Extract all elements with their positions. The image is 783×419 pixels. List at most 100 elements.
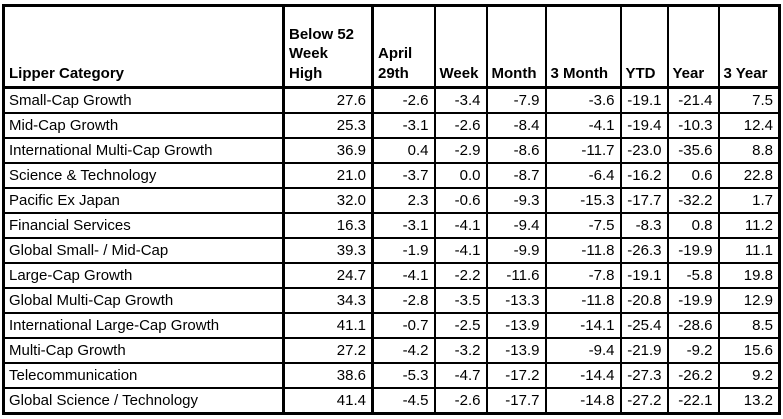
value-cell: -6.4 bbox=[544, 162, 622, 189]
value-cell: -2.5 bbox=[433, 312, 488, 339]
value-cell: 0.4 bbox=[371, 137, 436, 164]
column-header-3-year: 3 Year bbox=[717, 4, 781, 89]
value-cell: -26.2 bbox=[666, 362, 720, 389]
column-header-week: Week bbox=[433, 4, 488, 89]
value-cell: -5.3 bbox=[371, 362, 436, 389]
value-cell: -3.5 bbox=[433, 287, 488, 314]
value-cell: -0.6 bbox=[433, 187, 488, 214]
value-cell: -3.1 bbox=[371, 112, 436, 139]
value-cell: -4.5 bbox=[371, 387, 436, 415]
value-cell: 7.5 bbox=[717, 86, 781, 114]
value-cell: -15.3 bbox=[544, 187, 622, 214]
table-row: Small-Cap Growth 27.6 -2.6 -3.4 -7.9 -3.6 -19.… bbox=[2, 86, 781, 114]
value-cell: 41.4 bbox=[282, 387, 374, 415]
value-cell: -19.9 bbox=[666, 287, 720, 314]
column-header-month: Month bbox=[485, 4, 547, 89]
category-cell: International Large-Cap Growth bbox=[2, 312, 285, 339]
column-header-lipper-category: Lipper Category bbox=[2, 4, 285, 89]
value-cell: -27.3 bbox=[619, 362, 669, 389]
value-cell: 25.3 bbox=[282, 112, 374, 139]
value-cell: -10.3 bbox=[666, 112, 720, 139]
value-cell: -26.3 bbox=[619, 237, 669, 264]
value-cell: 13.2 bbox=[717, 387, 781, 415]
value-cell: -13.9 bbox=[485, 337, 547, 364]
column-header-year: Year bbox=[666, 4, 720, 89]
value-cell: 8.8 bbox=[717, 137, 781, 164]
value-cell: 11.1 bbox=[717, 237, 781, 264]
value-cell: 12.9 bbox=[717, 287, 781, 314]
value-cell: -3.2 bbox=[433, 337, 488, 364]
category-cell: Global Multi-Cap Growth bbox=[2, 287, 285, 314]
value-cell: -2.9 bbox=[433, 137, 488, 164]
value-cell: -4.1 bbox=[433, 237, 488, 264]
value-cell: 22.8 bbox=[717, 162, 781, 189]
value-cell: -4.7 bbox=[433, 362, 488, 389]
value-cell: -17.7 bbox=[619, 187, 669, 214]
value-cell: -3.6 bbox=[544, 86, 622, 114]
category-cell: Science & Technology bbox=[2, 162, 285, 189]
value-cell: -8.3 bbox=[619, 212, 669, 239]
table-row: Global Small- / Mid-Cap 39.3 -1.9 -4.1 -9.9-… bbox=[2, 237, 781, 264]
value-cell: -14.4 bbox=[544, 362, 622, 389]
column-header-april-29th: April 29th bbox=[371, 4, 436, 89]
table-row: Global Multi-Cap Growth 34.3 -2.8 -3.5 -13.3… bbox=[2, 287, 781, 314]
table-body: Small-Cap Growth 27.6 -2.6 -3.4 -7.9 -3.6 -19.… bbox=[2, 86, 781, 415]
table-row: Global Science / Technology 41.4 -4.5 -2.6-… bbox=[2, 387, 781, 415]
value-cell: -2.8 bbox=[371, 287, 436, 314]
value-cell: -28.6 bbox=[666, 312, 720, 339]
value-cell: 0.6 bbox=[666, 162, 720, 189]
value-cell: -27.2 bbox=[619, 387, 669, 415]
value-cell: -4.2 bbox=[371, 337, 436, 364]
value-cell: -14.8 bbox=[544, 387, 622, 415]
table-row: International Large-Cap Growth 41.1 -0.7 -2… bbox=[2, 312, 781, 339]
value-cell: 41.1 bbox=[282, 312, 374, 339]
value-cell: -11.6 bbox=[485, 262, 547, 289]
lipper-performance-table: Lipper Category Below 52 Week High April… bbox=[2, 4, 781, 415]
category-cell: Mid-Cap Growth bbox=[2, 112, 285, 139]
value-cell: -0.7 bbox=[371, 312, 436, 339]
value-cell: 15.6 bbox=[717, 337, 781, 364]
value-cell: -19.9 bbox=[666, 237, 720, 264]
value-cell: -2.6 bbox=[433, 112, 488, 139]
table-header: Lipper Category Below 52 Week High April… bbox=[2, 4, 781, 89]
value-cell: -32.2 bbox=[666, 187, 720, 214]
value-cell: -7.9 bbox=[485, 86, 547, 114]
value-cell: 12.4 bbox=[717, 112, 781, 139]
value-cell: -19.1 bbox=[619, 262, 669, 289]
value-cell: 27.6 bbox=[282, 86, 374, 114]
value-cell: -21.9 bbox=[619, 337, 669, 364]
category-cell: Small-Cap Growth bbox=[2, 86, 285, 114]
value-cell: 34.3 bbox=[282, 287, 374, 314]
value-cell: 38.6 bbox=[282, 362, 374, 389]
value-cell: 0.8 bbox=[666, 212, 720, 239]
value-cell: -8.7 bbox=[485, 162, 547, 189]
value-cell: -23.0 bbox=[619, 137, 669, 164]
value-cell: -3.4 bbox=[433, 86, 488, 114]
value-cell: -5.8 bbox=[666, 262, 720, 289]
value-cell: -9.4 bbox=[544, 337, 622, 364]
category-cell: Pacific Ex Japan bbox=[2, 187, 285, 214]
value-cell: 24.7 bbox=[282, 262, 374, 289]
category-cell: Telecommunication bbox=[2, 362, 285, 389]
value-cell: 2.3 bbox=[371, 187, 436, 214]
value-cell: 39.3 bbox=[282, 237, 374, 264]
value-cell: -4.1 bbox=[371, 262, 436, 289]
category-cell: Global Small- / Mid-Cap bbox=[2, 237, 285, 264]
value-cell: -4.1 bbox=[433, 212, 488, 239]
value-cell: -4.1 bbox=[544, 112, 622, 139]
value-cell: 16.3 bbox=[282, 212, 374, 239]
category-cell: Large-Cap Growth bbox=[2, 262, 285, 289]
value-cell: 19.8 bbox=[717, 262, 781, 289]
table-row: Science & Technology 21.0 -3.7 0.0 -8.7 -6.4-… bbox=[2, 162, 781, 189]
header-row: Lipper Category Below 52 Week High April… bbox=[2, 4, 781, 89]
column-header-below-52-week-high: Below 52 Week High bbox=[282, 4, 374, 89]
value-cell: -19.4 bbox=[619, 112, 669, 139]
value-cell: -2.2 bbox=[433, 262, 488, 289]
value-cell: -11.8 bbox=[544, 237, 622, 264]
value-cell: -9.3 bbox=[485, 187, 547, 214]
value-cell: -7.5 bbox=[544, 212, 622, 239]
value-cell: 32.0 bbox=[282, 187, 374, 214]
value-cell: -8.4 bbox=[485, 112, 547, 139]
value-cell: 8.5 bbox=[717, 312, 781, 339]
value-cell: -17.7 bbox=[485, 387, 547, 415]
